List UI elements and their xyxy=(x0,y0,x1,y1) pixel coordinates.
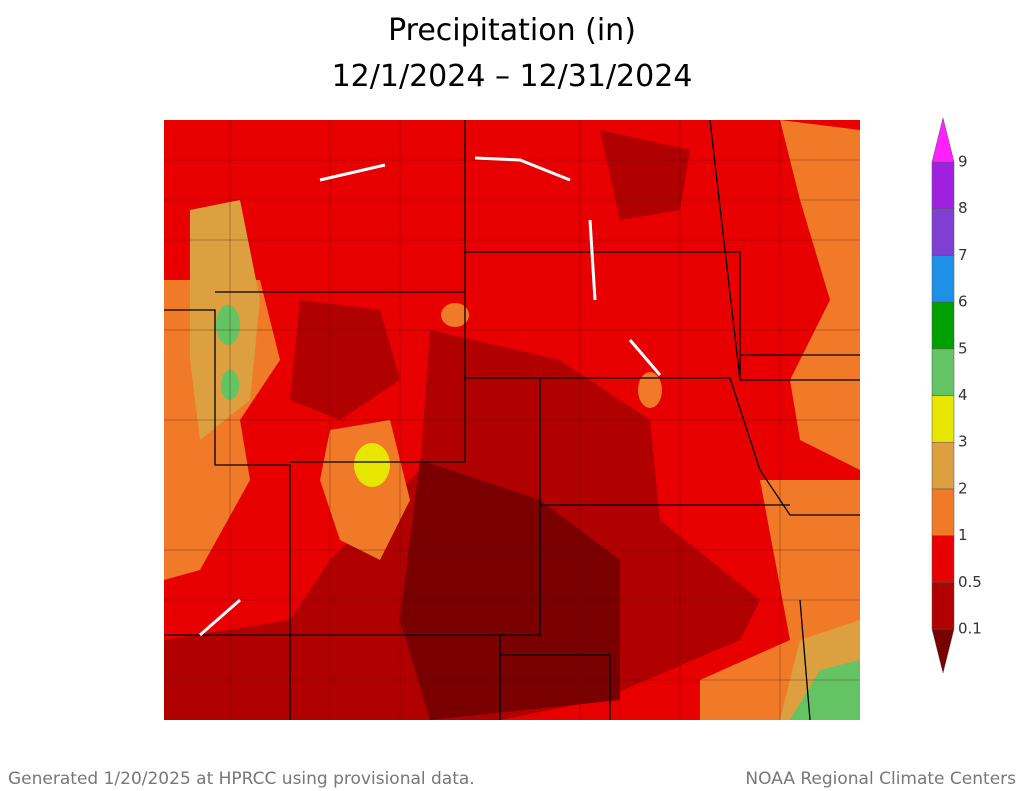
legend-label: 6 xyxy=(958,293,968,311)
wet-area xyxy=(780,120,860,470)
legend-swatch xyxy=(931,488,955,536)
wet-area xyxy=(441,303,469,327)
legend-label: 0.1 xyxy=(958,620,982,638)
legend-swatch xyxy=(931,255,955,303)
legend-label: 8 xyxy=(958,199,968,217)
legend-swatch xyxy=(931,301,955,350)
legend-swatch xyxy=(931,395,955,443)
title: Precipitation (in) xyxy=(388,13,636,48)
legend-swatch xyxy=(931,161,955,209)
wet-area xyxy=(216,305,240,345)
legend-label: 1 xyxy=(958,526,968,544)
legend: 0.1 0.5 1 2 3 4 5 6 7 8 9 xyxy=(931,117,982,674)
wet-area xyxy=(638,372,662,408)
legend-label: 0.5 xyxy=(958,573,982,591)
wet-area xyxy=(790,660,860,720)
subtitle: 12/1/2024 – 12/31/2024 xyxy=(332,59,693,94)
legend-label: 5 xyxy=(958,339,968,357)
legend-label: 3 xyxy=(958,433,968,451)
footer-right: NOAA Regional Climate Centers xyxy=(745,769,1016,789)
legend-swatch xyxy=(931,582,955,630)
dry-area xyxy=(600,130,690,220)
legend-label: 4 xyxy=(958,386,968,404)
legend-label: 2 xyxy=(958,479,968,497)
footer-left: Generated 1/20/2025 at HPRCC using provi… xyxy=(8,769,475,789)
wet-area xyxy=(354,443,390,487)
state-lines xyxy=(164,120,860,720)
legend-swatch xyxy=(931,348,955,396)
legend-swatch xyxy=(931,535,955,583)
legend-arrow xyxy=(931,117,955,163)
legend-swatch xyxy=(931,441,955,490)
legend-arrow xyxy=(931,628,955,674)
legend-label: 7 xyxy=(958,246,968,264)
map xyxy=(164,120,860,720)
legend-swatch xyxy=(931,208,955,256)
legend-label: 9 xyxy=(958,153,968,171)
lakes-rivers xyxy=(199,156,662,637)
